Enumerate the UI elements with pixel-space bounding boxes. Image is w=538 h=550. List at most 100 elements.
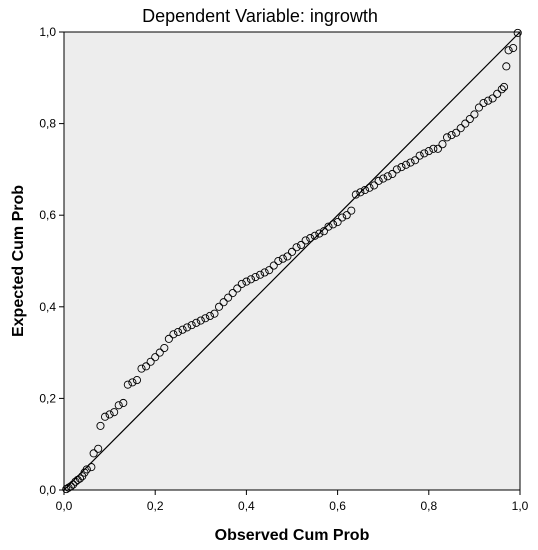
data-point xyxy=(333,218,342,227)
x-tick-label: 0,2 xyxy=(147,499,164,513)
data-point xyxy=(256,270,265,279)
y-tick-label: 0,0 xyxy=(39,483,56,497)
data-point xyxy=(479,98,488,108)
data-point xyxy=(497,85,506,94)
data-point xyxy=(105,410,114,419)
data-point xyxy=(82,465,91,474)
data-point xyxy=(429,144,438,153)
y-tick-label: 0,2 xyxy=(39,391,56,405)
data-point xyxy=(75,474,85,483)
data-point xyxy=(356,188,365,197)
data-point xyxy=(401,160,411,169)
data-point xyxy=(96,421,105,430)
data-point xyxy=(110,408,119,417)
data-point xyxy=(447,130,456,140)
x-tick-label: 0,8 xyxy=(420,499,437,513)
data-point xyxy=(420,149,429,158)
data-point xyxy=(406,158,415,167)
data-point xyxy=(374,176,383,185)
data-point xyxy=(160,343,169,353)
data-point xyxy=(388,169,397,179)
data-point xyxy=(62,485,71,494)
data-point xyxy=(283,252,292,261)
data-point xyxy=(128,378,137,387)
data-point xyxy=(89,449,98,458)
data-point xyxy=(237,279,246,288)
data-point xyxy=(509,43,518,53)
data-point xyxy=(201,314,210,323)
data-point xyxy=(456,124,465,133)
data-point xyxy=(87,463,96,472)
data-point xyxy=(146,357,155,366)
data-point xyxy=(347,206,356,215)
data-point xyxy=(192,318,201,327)
x-axis-label: Observed Cum Prob xyxy=(215,527,370,544)
data-point xyxy=(269,261,278,270)
data-point xyxy=(488,94,497,103)
chart-title: Dependent Variable: ingrowth xyxy=(142,6,378,26)
y-tick-label: 0,8 xyxy=(39,117,56,131)
data-point xyxy=(499,82,509,92)
data-point xyxy=(178,325,187,334)
data-point xyxy=(196,316,205,325)
data-point xyxy=(461,119,470,128)
data-point xyxy=(246,275,256,284)
data-point xyxy=(214,302,224,311)
data-point xyxy=(69,480,78,489)
data-point xyxy=(132,376,142,385)
data-point xyxy=(228,289,237,298)
data-point xyxy=(365,183,374,192)
y-tick-label: 1,0 xyxy=(39,25,56,39)
data-point xyxy=(338,213,347,222)
data-point xyxy=(100,412,110,421)
y-axis: 0,0 0,2 0,4 0,6 0,8 1,0 xyxy=(39,25,64,497)
data-point xyxy=(66,482,75,491)
y-axis-label: Expected Cum Prob xyxy=(10,185,27,337)
data-point xyxy=(155,348,164,357)
data-point xyxy=(370,181,379,190)
data-point xyxy=(301,236,310,245)
data-point xyxy=(169,330,178,339)
x-tick-label: 1,0 xyxy=(512,499,529,513)
data-point xyxy=(383,172,392,181)
data-point xyxy=(164,334,173,343)
data-point xyxy=(287,247,297,256)
data-point xyxy=(123,380,132,389)
data-point xyxy=(306,234,315,243)
data-point xyxy=(415,151,424,160)
data-point xyxy=(360,185,370,195)
data-point xyxy=(119,398,128,408)
data-point xyxy=(424,147,433,156)
x-axis: 0,0 0,2 0,4 0,6 0,8 1,0 xyxy=(56,490,529,513)
data-point xyxy=(173,327,183,337)
data-point xyxy=(493,89,502,98)
x-tick-label: 0,4 xyxy=(238,499,255,513)
data-point xyxy=(114,401,123,410)
data-point xyxy=(233,284,242,293)
data-point xyxy=(474,103,484,112)
data-point xyxy=(94,444,103,453)
x-tick-label: 0,0 xyxy=(56,499,73,513)
data-point xyxy=(251,272,260,282)
data-point xyxy=(242,277,251,286)
data-point xyxy=(183,323,192,332)
data-point xyxy=(297,240,306,250)
data-point xyxy=(151,353,160,362)
data-point xyxy=(452,128,461,137)
data-point xyxy=(260,268,269,277)
data-point xyxy=(315,229,324,238)
data-point xyxy=(513,28,522,37)
data-point xyxy=(187,321,196,330)
data-point xyxy=(319,227,328,236)
data-point xyxy=(351,190,360,199)
data-point xyxy=(292,243,301,252)
data-point xyxy=(324,222,333,231)
data-point xyxy=(397,163,406,172)
data-point xyxy=(265,266,274,275)
data-point xyxy=(502,62,511,71)
reference-line xyxy=(63,31,521,491)
data-point xyxy=(274,256,283,266)
data-point xyxy=(411,156,420,165)
data-point xyxy=(278,254,287,263)
